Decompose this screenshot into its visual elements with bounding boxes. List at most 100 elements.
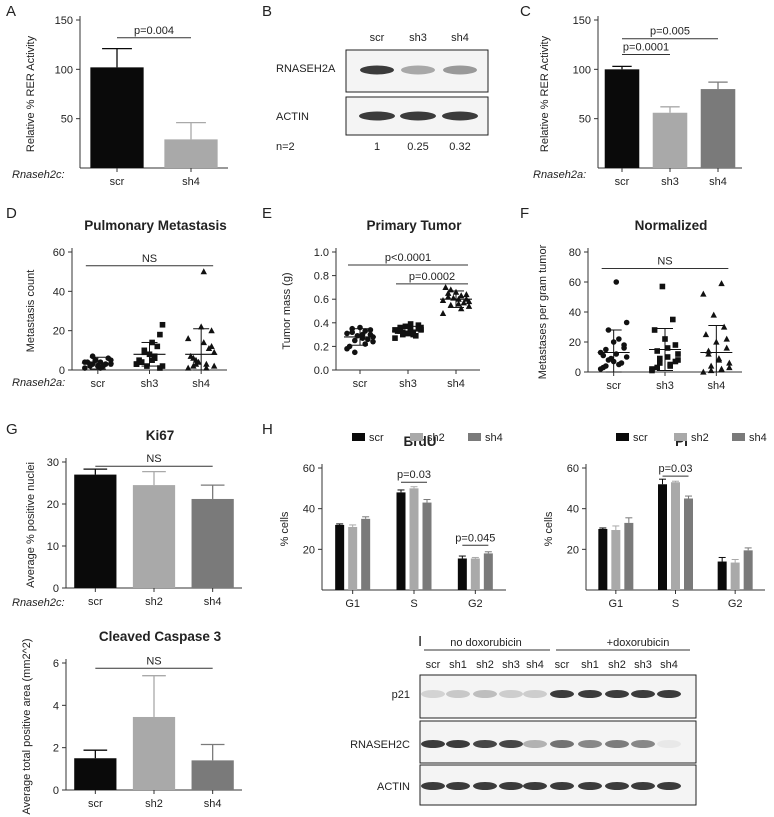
y-axis-label: Average total positive area (mm2^2) xyxy=(21,638,33,814)
y-tick-label: 6 xyxy=(53,658,59,670)
data-point-sh4 xyxy=(190,354,197,361)
legend-swatch-sh2 xyxy=(674,433,687,441)
y-tick-label: 20 xyxy=(569,337,581,349)
bar-sh2-S xyxy=(671,482,680,590)
x-tick-label: sh4 xyxy=(707,380,725,392)
data-point-sh3 xyxy=(141,347,148,354)
data-point-sh4 xyxy=(460,299,467,306)
y-axis-label: Metastasis count xyxy=(25,270,37,353)
bar-scr xyxy=(604,69,640,168)
lane-label: sh4 xyxy=(660,659,678,671)
significance-label: p=0.005 xyxy=(650,26,690,38)
blot-band xyxy=(421,782,445,790)
blot-band xyxy=(657,740,681,748)
blot-band xyxy=(523,690,547,698)
blot-band xyxy=(578,740,602,748)
bar-scr-G2 xyxy=(457,558,467,590)
data-point-sh4 xyxy=(455,300,462,307)
data-point-sh4 xyxy=(445,293,452,300)
y-axis-label: % cells xyxy=(279,511,291,546)
data-point-sh4 xyxy=(197,323,205,330)
data-point-sh4 xyxy=(723,344,730,351)
data-point-sh4 xyxy=(210,362,218,369)
data-point-sh3 xyxy=(672,358,679,365)
data-point-sh4 xyxy=(718,280,725,287)
data-point-scr xyxy=(346,343,353,350)
blot-band xyxy=(523,740,547,748)
blot-band xyxy=(499,740,523,748)
data-point-sh3 xyxy=(149,357,155,363)
panel-letter-B: B xyxy=(262,3,272,20)
x-tick-label: sh4 xyxy=(192,378,210,390)
blot-band xyxy=(631,782,655,790)
panel-letter-H: H xyxy=(262,421,273,438)
data-point-scr xyxy=(613,279,620,285)
blot-band xyxy=(631,740,655,748)
data-point-scr xyxy=(97,359,104,365)
y-tick-label: 20 xyxy=(53,326,65,338)
y-tick-label: 20 xyxy=(303,544,315,556)
data-point-sh4 xyxy=(710,311,717,318)
blot-band xyxy=(550,690,574,698)
y-tick-label: 4 xyxy=(53,700,59,712)
x-tick-label: scr xyxy=(90,378,105,390)
x-tick-label: scr xyxy=(88,596,103,608)
legend-label: sh4 xyxy=(749,432,767,444)
blot-band xyxy=(401,65,435,75)
data-point-sh3 xyxy=(157,331,163,338)
data-point-sh3 xyxy=(651,327,658,333)
y-axis-label: Average % positive nuclei xyxy=(25,462,37,588)
y-tick-label: 50 xyxy=(579,114,591,126)
x-tick-label: scr xyxy=(615,176,630,188)
data-point-sh3 xyxy=(415,325,422,332)
legend-label: sh2 xyxy=(691,432,709,444)
legend-swatch-sh2 xyxy=(410,433,423,441)
y-axis-label: Relative % RER Activity xyxy=(539,35,551,152)
x-tick-label: sh4 xyxy=(709,176,727,188)
data-point-sh4 xyxy=(439,296,447,303)
y-tick-label: 20 xyxy=(567,544,579,556)
significance-label: NS xyxy=(146,655,161,667)
y-tick-label: 60 xyxy=(53,247,65,259)
bar-scr-S xyxy=(658,484,667,590)
legend-label: sh2 xyxy=(427,432,445,444)
data-point-scr xyxy=(82,365,88,371)
legend-label: scr xyxy=(369,432,384,444)
lane-label: scr xyxy=(426,659,441,671)
data-point-sh3 xyxy=(657,355,663,362)
blot-band xyxy=(443,65,477,75)
blot-band xyxy=(400,111,436,121)
data-point-sh3 xyxy=(675,351,681,357)
blot-band xyxy=(550,782,574,790)
data-point-sh3 xyxy=(670,316,676,323)
bar-sh4-G2 xyxy=(483,553,493,590)
data-point-sh4 xyxy=(203,360,210,367)
significance-label: p=0.045 xyxy=(455,532,495,544)
data-point-sh3 xyxy=(667,361,673,368)
blot-band xyxy=(446,740,470,748)
data-point-scr xyxy=(367,327,374,333)
data-point-sh4 xyxy=(463,291,470,298)
lane-label: scr xyxy=(555,659,570,671)
treatment-group-label: no doxorubicin xyxy=(450,637,522,649)
quant-value: 0.32 xyxy=(449,141,470,153)
x-tick-label: sh3 xyxy=(399,378,417,390)
data-point-sh4 xyxy=(726,364,733,371)
data-point-scr xyxy=(89,353,96,360)
x-tick-label: scr xyxy=(110,176,125,188)
bar-sh2-G1 xyxy=(348,526,358,590)
data-point-scr xyxy=(362,341,369,347)
data-point-scr xyxy=(344,330,350,337)
data-point-scr xyxy=(623,354,630,360)
y-tick-label: 10 xyxy=(47,541,59,553)
data-point-sh3 xyxy=(654,348,660,354)
data-point-sh4 xyxy=(720,323,728,330)
blot-band xyxy=(657,690,681,698)
y-tick-label: 100 xyxy=(55,64,73,76)
x-tick-label: G2 xyxy=(468,598,483,610)
x-tick-label: sh2 xyxy=(145,798,163,810)
data-point-scr xyxy=(362,328,369,334)
legend-label: sh4 xyxy=(485,432,503,444)
y-axis-label: % cells xyxy=(543,511,555,546)
y-tick-label: 0.6 xyxy=(314,294,329,306)
